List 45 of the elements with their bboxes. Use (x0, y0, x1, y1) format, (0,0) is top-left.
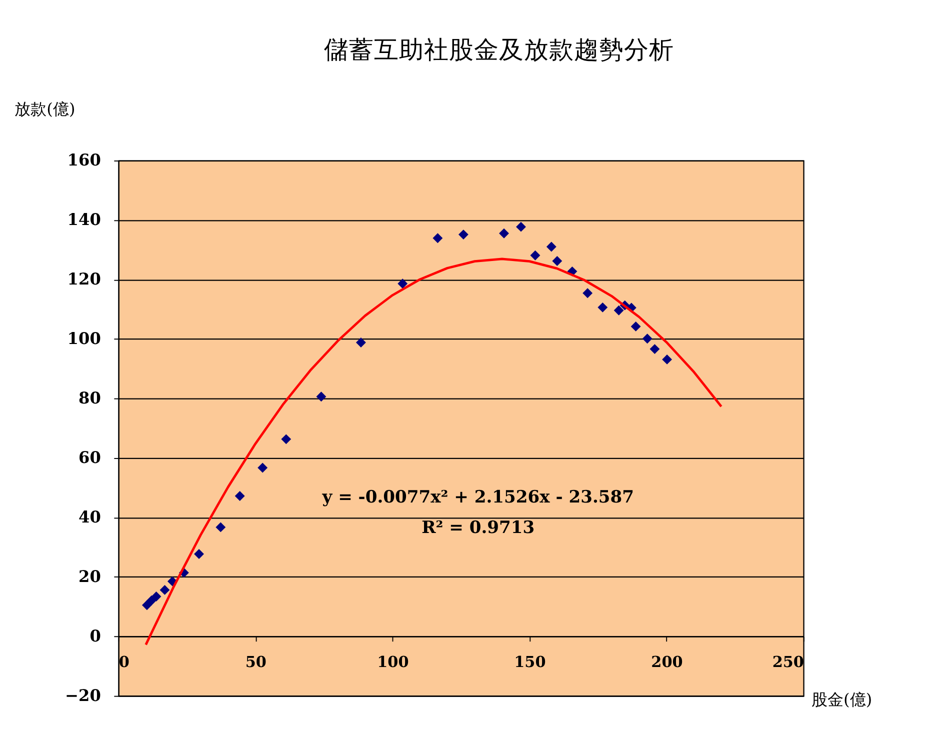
point (552, 256, 562, 266)
point (194, 549, 204, 559)
x-tick-label: 200 (651, 653, 683, 672)
point (650, 344, 660, 354)
point (598, 302, 608, 312)
point (160, 584, 170, 595)
y-tick-label: 0 (90, 626, 101, 646)
point (458, 230, 468, 240)
y-axis-title: 放款(億) (14, 100, 76, 119)
point (614, 305, 624, 316)
x-tick-label: 100 (377, 653, 409, 672)
y-tick-label: 100 (67, 329, 101, 348)
point (216, 522, 226, 532)
point (234, 491, 245, 501)
point (582, 288, 593, 298)
point (258, 462, 268, 473)
point (432, 233, 443, 244)
y-tick-label: 160 (67, 150, 101, 170)
x-tick-label: 0 (118, 653, 130, 672)
point (281, 434, 292, 444)
point (356, 338, 366, 348)
annotation: y = -0.0077x² + 2.1526x - 23.587 (321, 488, 634, 508)
y-tick-label: 140 (67, 210, 101, 230)
y-tick-label: 120 (67, 270, 101, 289)
point (662, 354, 672, 364)
point (142, 600, 152, 610)
y-tick-label: 20 (78, 567, 101, 586)
point (530, 250, 540, 260)
chart-title: 儲蓄互助社股金及放款趨勢分析 (324, 35, 674, 64)
y-tick-label: 40 (78, 508, 101, 527)
point (499, 228, 509, 238)
point (630, 321, 641, 332)
annotation: R² = 0.9713 (422, 518, 535, 538)
x-tick-label: 150 (514, 653, 546, 672)
x-axis-title: 股金(億) (812, 690, 872, 709)
point (546, 242, 556, 252)
y-tick-label: 80 (78, 388, 101, 408)
point (151, 592, 162, 602)
point (642, 334, 652, 344)
point (516, 222, 526, 232)
y-tick-label: 60 (78, 448, 101, 468)
point (398, 278, 408, 289)
x-tick-label: 50 (245, 653, 266, 672)
point (316, 392, 326, 402)
y-tick-label: −20 (65, 686, 101, 706)
